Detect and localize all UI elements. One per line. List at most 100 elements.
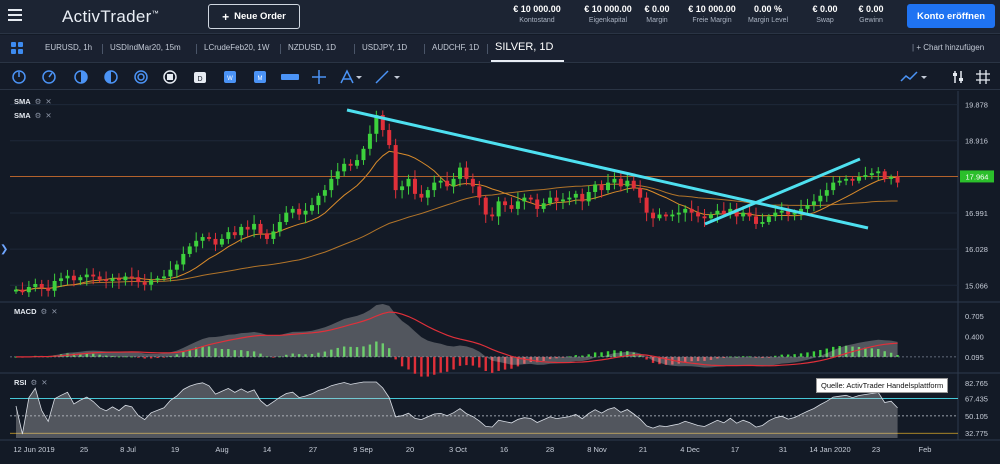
chevron-down-icon[interactable]: [355, 69, 363, 85]
half-circle-icon[interactable]: [73, 69, 89, 85]
macd-histogram-bar: [188, 349, 191, 357]
trendline-icon[interactable]: [374, 69, 390, 85]
add-chart-button[interactable]: | + Chart hinzufügen: [912, 43, 985, 52]
sma-slow-line: [15, 183, 898, 292]
settings-icon[interactable]: ⚙: [34, 111, 42, 120]
macd-histogram-bar: [799, 353, 803, 357]
candle-body: [882, 171, 887, 179]
macd-histogram-bar: [877, 349, 880, 357]
candle-body: [676, 212, 681, 215]
rsi-axis-label: 32.775: [965, 429, 988, 438]
menu-icon[interactable]: [8, 9, 22, 21]
candle-body: [226, 232, 231, 239]
tab-divider: [354, 44, 355, 54]
trendline-up[interactable]: [704, 157, 861, 226]
tab-lcrudefeb20-1w[interactable]: LCrudeFeb20, 1W: [204, 43, 270, 52]
chevron-down-icon[interactable]: [920, 69, 928, 85]
macd-legend[interactable]: MACD ⚙ ✕: [14, 307, 58, 316]
candle-body: [284, 212, 289, 223]
macd-histogram-bar: [240, 350, 243, 357]
macd-histogram-bar: [117, 356, 121, 358]
candle-body: [515, 201, 520, 209]
pie-circle-icon[interactable]: [103, 69, 119, 85]
tab-audchf-1d[interactable]: AUDCHF, 1D: [432, 43, 480, 52]
candle-body: [483, 197, 488, 215]
candle-body: [876, 171, 881, 174]
macd-histogram-bar: [124, 356, 127, 358]
tab-silver-1d[interactable]: SILVER, 1D: [495, 41, 554, 53]
crosshair-icon[interactable]: [311, 69, 327, 85]
price-axis-label: 18.916: [965, 137, 988, 146]
tab-nzdusd-1d[interactable]: NZDUSD, 1D: [288, 43, 337, 52]
settings-icon[interactable]: [950, 69, 966, 85]
settings-icon[interactable]: ⚙: [34, 97, 42, 106]
stat-eigenkapital: € 10 000.00 Eigenkapital: [568, 4, 648, 24]
template-icon[interactable]: W: [222, 69, 238, 85]
candle-body: [26, 286, 31, 293]
macd-histogram-bar: [626, 351, 629, 357]
candle-body: [213, 238, 218, 245]
ring-icon[interactable]: [133, 69, 149, 85]
candle-body: [805, 205, 810, 209]
chevron-down-icon[interactable]: [393, 69, 401, 85]
macd-histogram-bar: [72, 353, 76, 357]
candle-body: [406, 178, 411, 187]
macd-histogram-bar: [291, 353, 294, 357]
macd-histogram-bar: [819, 349, 822, 357]
timer-icon[interactable]: [41, 69, 57, 85]
expand-sidebar-icon[interactable]: ❯: [0, 244, 9, 255]
open-account-button[interactable]: Konto eröffnen: [907, 4, 995, 28]
candle-body: [258, 223, 263, 234]
close-icon[interactable]: ✕: [51, 307, 58, 316]
price-chart[interactable]: 19.878 18.916 16.991 16.028 15.066 17.964 0.70…: [0, 91, 1000, 464]
macd-histogram-bar: [98, 354, 101, 357]
range-icon[interactable]: [280, 69, 300, 85]
chart-background: [0, 91, 1000, 464]
template-m-icon[interactable]: M: [252, 69, 268, 85]
candle-body: [71, 275, 76, 281]
candle-body: [657, 214, 662, 219]
tab-eurusd-1h[interactable]: EURUSD, 1h: [45, 43, 93, 52]
macd-histogram-bar: [362, 346, 365, 357]
macd-histogram-bar: [606, 351, 610, 357]
new-order-button[interactable]: + Neue Order: [208, 4, 300, 29]
x-axis-label: 4 Dec: [680, 445, 700, 454]
macd-histogram-bar: [574, 355, 578, 357]
sma-legend-2[interactable]: SMA ⚙ ✕: [14, 111, 52, 120]
fib-icon[interactable]: [339, 69, 355, 85]
calendar-icon[interactable]: D: [192, 69, 208, 85]
circle-tool-icon[interactable]: [11, 69, 27, 85]
trendline-down[interactable]: [346, 108, 869, 230]
candle-body: [400, 186, 405, 191]
close-icon[interactable]: ✕: [41, 378, 48, 387]
close-icon[interactable]: ✕: [45, 111, 52, 120]
layout-grid-icon[interactable]: [11, 42, 23, 54]
stat-margin-level: 0.00 % Margin Level: [728, 4, 808, 24]
rsi-legend[interactable]: RSI ⚙ ✕: [14, 378, 48, 387]
x-axis-label: 8 Nov: [587, 445, 607, 454]
stat-value: € 10 000.00: [584, 4, 632, 14]
settings-icon[interactable]: ⚙: [30, 378, 38, 387]
macd-histogram-bar: [722, 356, 726, 358]
stat-margin: € 0.00 Margin: [617, 4, 697, 24]
candle-body: [65, 275, 70, 279]
candle-body: [586, 191, 591, 202]
grid-toggle-icon[interactable]: [975, 69, 991, 85]
macd-histogram-bar: [651, 356, 655, 363]
close-icon[interactable]: ✕: [45, 97, 52, 106]
settings-icon[interactable]: ⚙: [40, 307, 48, 316]
stat-freie-margin: € 10 000.00 Freie Margin: [672, 4, 752, 24]
tab-usdindmar20-15m[interactable]: USDIndMar20, 15m: [110, 43, 181, 52]
square-ring-icon[interactable]: [162, 69, 178, 85]
macd-histogram-bar: [285, 354, 288, 357]
sma-legend-1[interactable]: SMA ⚙ ✕: [14, 97, 52, 106]
candle-body: [844, 178, 849, 181]
macd-histogram-bar: [169, 356, 172, 357]
stat-gewinn: € 0.00 Gewinn: [831, 4, 911, 24]
macd-histogram-bar: [703, 356, 706, 361]
candle-body: [638, 188, 643, 198]
indicator-chart-icon[interactable]: [900, 69, 920, 85]
x-axis-label: 16: [500, 445, 508, 454]
candle-body: [348, 163, 353, 166]
tab-usdjpy-1d[interactable]: USDJPY, 1D: [362, 43, 408, 52]
